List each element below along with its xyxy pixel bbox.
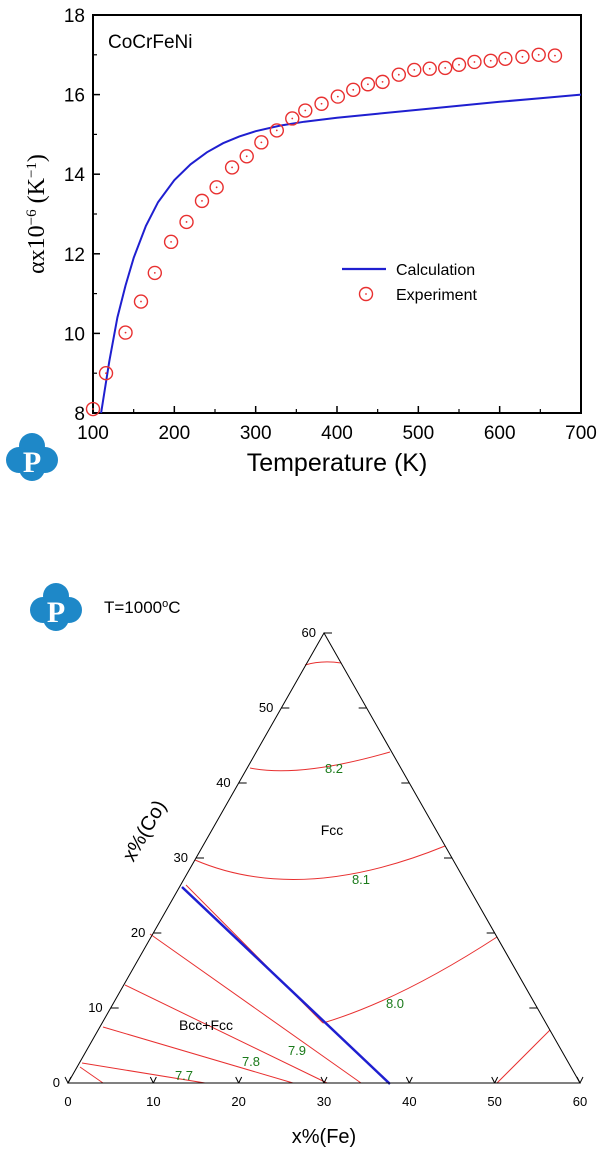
ternary-y-tick-label: 0 (53, 1075, 60, 1090)
ternary-x-tick (150, 1077, 153, 1083)
contour-label-8-0: 8.0 (386, 996, 404, 1011)
contour-line (305, 662, 341, 665)
contour-line (125, 985, 327, 1083)
ternary-x-tick (65, 1077, 68, 1083)
ternary-y-tick-label: 40 (216, 775, 230, 790)
contour-line (103, 1027, 293, 1083)
contour-label-8-2: 8.2 (325, 761, 343, 776)
temperature-annotation: T=1000oC (104, 598, 181, 617)
contour-label-8-1: 8.1 (352, 872, 370, 887)
contour-line (323, 937, 497, 1023)
ternary-x-tick-label: 60 (573, 1094, 587, 1109)
contour-label-7-9: 7.9 (288, 1043, 306, 1058)
temperature-annotation-value: T=1000 (104, 598, 162, 617)
contour-line (497, 1030, 550, 1083)
ternary-frame (68, 633, 580, 1083)
contour-line (80, 1067, 103, 1083)
ternary-y-tick-label: 30 (174, 850, 188, 865)
temperature-annotation-unit: C (168, 598, 180, 617)
ternary-x-tick (492, 1077, 495, 1083)
ternary-x-tick (236, 1077, 239, 1083)
ternary-x-tick-label: 30 (317, 1094, 331, 1109)
ternary-x-tick-label: 50 (487, 1094, 501, 1109)
ternary-x-tick-label: 0 (64, 1094, 71, 1109)
ternary-y-tick-label: 20 (131, 925, 145, 940)
ternary-y-tick-label: 10 (88, 1000, 102, 1015)
ternary-x-tick-label: 40 (402, 1094, 416, 1109)
contour-line (195, 846, 445, 879)
contour-label-7-8: 7.8 (242, 1054, 260, 1069)
ternary-x-title: x%(Fe) (292, 1126, 356, 1148)
contour-label-7-7: 7.7 (175, 1068, 193, 1083)
ternary-x-tick-label: 20 (231, 1094, 245, 1109)
ternary-x-tick (577, 1077, 580, 1083)
ternary-y-tick-label: 60 (302, 625, 316, 640)
phase-label-bcc-fcc: Bcc+Fcc (179, 1017, 233, 1033)
phase-label-fcc: Fcc (321, 822, 344, 838)
phase-boundary-line (182, 887, 390, 1084)
ternary-y-title: x%(Co) (119, 797, 171, 866)
contour-line (250, 752, 390, 771)
ternary-x-tick (406, 1077, 409, 1083)
ternary-x-tick-label: 10 (146, 1094, 160, 1109)
ternary-y-tick-label: 50 (259, 700, 273, 715)
